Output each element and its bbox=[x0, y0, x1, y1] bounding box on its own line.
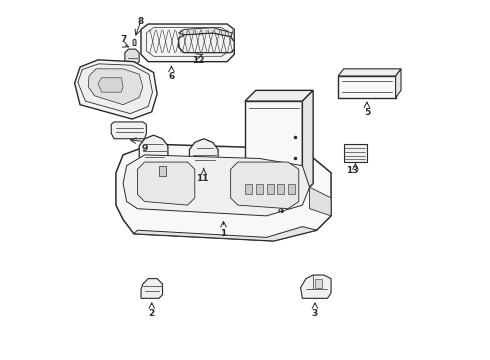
Polygon shape bbox=[245, 90, 313, 101]
Polygon shape bbox=[256, 184, 263, 194]
Polygon shape bbox=[315, 279, 322, 288]
Text: 9: 9 bbox=[142, 144, 148, 153]
Polygon shape bbox=[116, 144, 331, 241]
Text: 6: 6 bbox=[169, 72, 174, 81]
Text: 4: 4 bbox=[278, 206, 284, 215]
Polygon shape bbox=[141, 24, 234, 62]
Polygon shape bbox=[134, 226, 317, 241]
Text: 5: 5 bbox=[364, 108, 370, 117]
Polygon shape bbox=[98, 78, 123, 92]
Polygon shape bbox=[125, 49, 139, 65]
Polygon shape bbox=[190, 139, 218, 167]
Polygon shape bbox=[343, 144, 367, 162]
Text: 1: 1 bbox=[220, 229, 226, 238]
Polygon shape bbox=[123, 155, 310, 216]
Polygon shape bbox=[300, 275, 331, 298]
Polygon shape bbox=[78, 64, 152, 114]
Polygon shape bbox=[111, 122, 147, 139]
Polygon shape bbox=[338, 69, 401, 76]
Text: 7: 7 bbox=[120, 35, 126, 44]
Polygon shape bbox=[179, 33, 234, 53]
Polygon shape bbox=[74, 60, 157, 119]
Polygon shape bbox=[395, 69, 401, 98]
Polygon shape bbox=[147, 155, 157, 160]
Polygon shape bbox=[179, 28, 232, 37]
Polygon shape bbox=[133, 39, 136, 45]
Polygon shape bbox=[196, 158, 207, 164]
Polygon shape bbox=[245, 101, 302, 194]
Polygon shape bbox=[288, 184, 295, 194]
Polygon shape bbox=[231, 162, 299, 209]
Text: 3: 3 bbox=[312, 309, 318, 318]
Polygon shape bbox=[88, 69, 143, 105]
Polygon shape bbox=[310, 187, 331, 216]
Text: 10: 10 bbox=[149, 170, 162, 179]
Polygon shape bbox=[137, 162, 195, 205]
Polygon shape bbox=[245, 184, 252, 194]
Text: 12: 12 bbox=[192, 56, 205, 65]
Text: 13: 13 bbox=[346, 166, 359, 175]
Polygon shape bbox=[267, 184, 274, 194]
Text: 2: 2 bbox=[148, 309, 155, 318]
Polygon shape bbox=[338, 76, 395, 98]
Text: 8: 8 bbox=[138, 17, 144, 26]
Text: 11: 11 bbox=[196, 174, 208, 183]
Polygon shape bbox=[277, 184, 285, 194]
Polygon shape bbox=[159, 166, 166, 176]
Polygon shape bbox=[139, 135, 168, 164]
Polygon shape bbox=[302, 90, 313, 194]
Polygon shape bbox=[141, 279, 163, 298]
